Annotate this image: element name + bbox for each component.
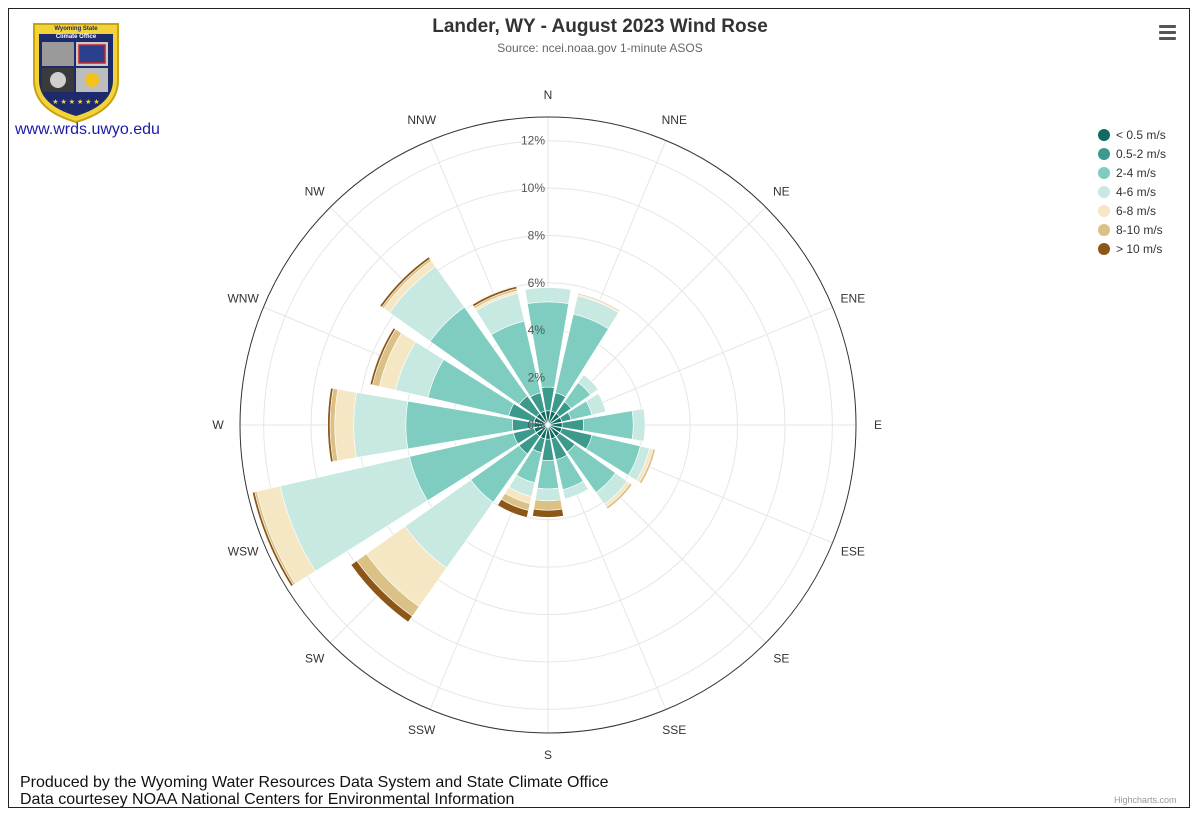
- rose-bar: [536, 459, 560, 490]
- direction-label: WSW: [228, 544, 259, 558]
- rose-bar: [577, 374, 599, 396]
- rose-bar: [327, 387, 334, 463]
- direction-label: E: [874, 418, 882, 432]
- legend-dot: [1098, 223, 1110, 236]
- rose-bar: [562, 480, 589, 500]
- legend-label: 2-4 m/s: [1116, 165, 1157, 180]
- legend-label: 8-10 m/s: [1116, 222, 1163, 237]
- footer-line1: Produced by the Wyoming Water Resources …: [20, 774, 609, 791]
- footer-line2: Data courtesey NOAA National Centers for…: [20, 791, 515, 808]
- climate-office-logo: Wyoming State Climate Office ★ ★ ★ ★ ★ ★: [33, 23, 119, 124]
- legend-item[interactable]: < 0.5 m/s: [1098, 125, 1166, 144]
- legend-item[interactable]: 0.5-2 m/s: [1098, 144, 1166, 163]
- direction-label: SSW: [408, 723, 436, 737]
- svg-text:★ ★ ★ ★ ★ ★: ★ ★ ★ ★ ★ ★: [52, 98, 99, 106]
- direction-label: NNE: [662, 113, 687, 127]
- highcharts-credit[interactable]: Highcharts.com: [1114, 795, 1177, 805]
- legend-dot: [1098, 147, 1110, 160]
- radial-tick-label: 6%: [528, 276, 546, 290]
- radial-tick-label: 4%: [528, 323, 546, 337]
- direction-label: NW: [305, 185, 326, 199]
- logo-line2: Climate Office: [56, 34, 97, 40]
- legend-dot: [1098, 204, 1110, 217]
- legend-item[interactable]: > 10 m/s: [1098, 239, 1166, 258]
- rose-bar: [533, 499, 563, 511]
- rose-bar: [577, 292, 621, 313]
- radial-tick-label: 0%: [528, 418, 546, 432]
- direction-label: SW: [305, 651, 325, 665]
- rose-bar: [524, 287, 572, 304]
- chart-title: Lander, WY - August 2023 Wind Rose: [432, 16, 768, 37]
- rose-bar: [471, 286, 518, 308]
- direction-label: ENE: [841, 292, 866, 306]
- chart-legend: < 0.5 m/s 0.5-2 m/s 2-4 m/s 4-6 m/s 6-8 m/s 8…: [1098, 125, 1166, 258]
- legend-item[interactable]: 6-8 m/s: [1098, 201, 1166, 220]
- legend-item[interactable]: 4-6 m/s: [1098, 182, 1166, 201]
- legend-label: 0.5-2 m/s: [1116, 146, 1167, 161]
- footer-text: Produced by the Wyoming Water Resources …: [20, 774, 609, 808]
- logo-line1: Wyoming State: [54, 26, 98, 32]
- legend-label: > 10 m/s: [1116, 241, 1163, 256]
- direction-label: SSE: [662, 723, 686, 737]
- legend-item[interactable]: 8-10 m/s: [1098, 220, 1166, 239]
- legend-dot: [1098, 185, 1110, 198]
- grid-ring: [310, 187, 786, 663]
- rose-bar: [334, 388, 357, 462]
- rose-bar: [631, 408, 646, 442]
- context-menu-button[interactable]: [1154, 22, 1180, 44]
- rose-bar: [534, 487, 562, 502]
- rose-bar: [497, 498, 529, 518]
- direction-label: WNW: [227, 292, 259, 306]
- chart-subtitle: Source: ncei.noaa.gov 1-minute ASOS: [497, 41, 703, 55]
- grid-ring: [263, 140, 833, 710]
- rose-bar: [369, 327, 396, 386]
- rose-bar: [353, 392, 409, 458]
- radial-tick-label: 2%: [528, 371, 546, 385]
- radial-tick-label: 8%: [528, 228, 546, 242]
- legend-label: < 0.5 m/s: [1116, 127, 1166, 142]
- rose-bar: [379, 256, 431, 308]
- direction-label: S: [544, 748, 552, 762]
- rose-bar: [532, 508, 564, 518]
- rose-bar: [585, 393, 607, 416]
- direction-label: NNW: [407, 113, 436, 127]
- radial-tick-label: 10%: [521, 181, 545, 195]
- hamburger-menu-icon: [1158, 25, 1176, 28]
- legend-label: 6-8 m/s: [1116, 203, 1157, 218]
- direction-label: ESE: [841, 544, 865, 558]
- radial-tick-label: 12%: [521, 134, 545, 148]
- rose-bar: [350, 560, 413, 623]
- legend-dot: [1098, 242, 1110, 255]
- legend-label: 4-6 m/s: [1116, 184, 1157, 199]
- legend-dot: [1098, 128, 1110, 141]
- direction-label: NE: [773, 185, 790, 199]
- legend-dot: [1098, 166, 1110, 179]
- rose-bar: [638, 448, 656, 485]
- plot-border: [239, 116, 857, 734]
- direction-label: W: [212, 418, 224, 432]
- rose-bar: [251, 491, 294, 587]
- rose-bar: [605, 482, 633, 510]
- wrds-link[interactable]: www.wrds.uwyo.edu: [15, 121, 160, 138]
- legend-item[interactable]: 2-4 m/s: [1098, 163, 1166, 182]
- direction-label: SE: [773, 651, 789, 665]
- direction-label: N: [544, 88, 553, 102]
